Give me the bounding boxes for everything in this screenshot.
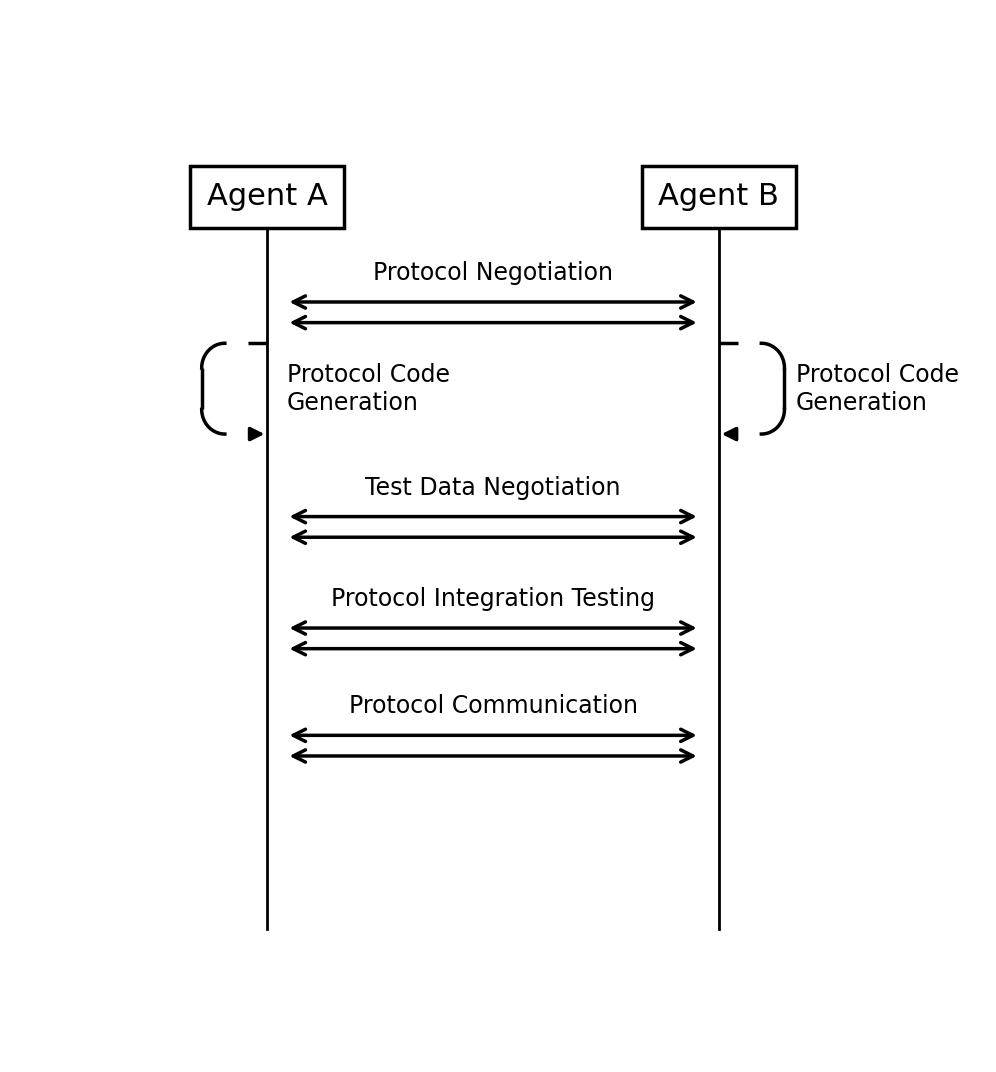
Text: Protocol Communication: Protocol Communication <box>349 695 637 718</box>
Text: Protocol Negotiation: Protocol Negotiation <box>374 262 614 285</box>
Bar <box>641 166 796 227</box>
Text: Protocol Code
Generation: Protocol Code Generation <box>796 362 959 415</box>
Text: Agent A: Agent A <box>207 182 328 211</box>
Text: Protocol Code
Generation: Protocol Code Generation <box>287 362 449 415</box>
Text: Test Data Negotiation: Test Data Negotiation <box>366 476 621 500</box>
Text: Protocol Integration Testing: Protocol Integration Testing <box>331 587 655 611</box>
Bar <box>190 166 345 227</box>
Text: Agent B: Agent B <box>658 182 779 211</box>
